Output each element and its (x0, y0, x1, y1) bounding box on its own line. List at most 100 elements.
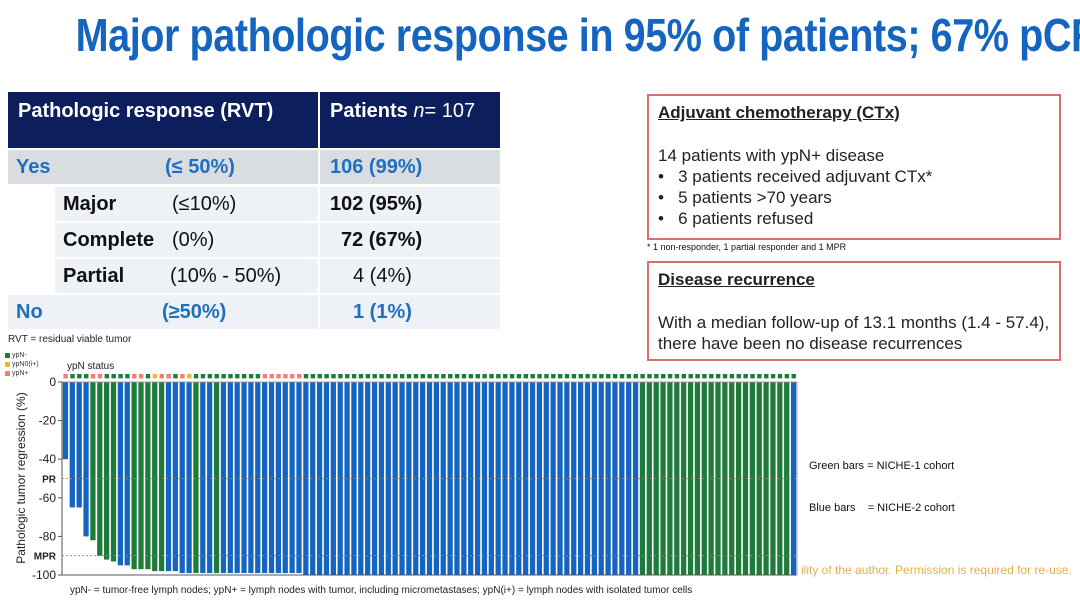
ypn-status-marker (537, 374, 542, 379)
ypn-status-marker (406, 374, 412, 379)
bar (124, 382, 130, 566)
ypn-status-marker (399, 374, 405, 379)
adjuvant-bullet: • 6 patients refused (658, 209, 814, 228)
bar (138, 382, 144, 570)
ypn-status-marker (200, 374, 206, 379)
ypn-status-marker (523, 374, 529, 379)
bar (90, 382, 96, 541)
row-complete-label: Complete (63, 228, 155, 251)
ypn-status-marker (544, 374, 549, 379)
ypn-status-marker (132, 374, 137, 379)
row-yes-label: Yes (16, 155, 51, 178)
bar (337, 382, 343, 575)
ypn-status-marker (365, 374, 371, 379)
bar (598, 382, 604, 575)
row-partial-label: Partial (63, 264, 125, 287)
ypn-status-marker (255, 374, 261, 379)
ypn-status-marker (193, 374, 199, 379)
ypn-status-marker (461, 374, 467, 379)
ypn-status-marker (393, 374, 398, 379)
ypn-status-marker (764, 374, 769, 379)
bar (296, 382, 302, 574)
row-no-value: 1 (1%) (353, 300, 412, 323)
row-partial-value: 4 (4%) (353, 264, 412, 287)
ypn-status-marker (750, 374, 755, 379)
adjuvant-bullet-text: 5 patients >70 years (678, 188, 832, 207)
ypn-status-marker (667, 374, 673, 379)
ypn-status-marker (791, 374, 796, 379)
bar (69, 382, 75, 508)
ypn-status-marker (180, 374, 185, 379)
ypn-status-marker (722, 374, 728, 379)
ypn-status-marker (90, 374, 96, 379)
ypn-status-marker (420, 374, 425, 379)
y-tick-label: 0 (49, 375, 56, 389)
ypn-status-marker (125, 374, 130, 379)
ypn-status-marker (654, 374, 659, 379)
ypn-status-marker (235, 374, 240, 379)
ypn-status-marker (688, 374, 693, 379)
bar (577, 382, 584, 575)
bar (385, 382, 391, 575)
bar (76, 382, 82, 508)
ypn-status-marker (173, 374, 178, 379)
ypn-status-marker (214, 374, 219, 379)
bar (523, 382, 529, 575)
bar (619, 382, 625, 575)
ypn-status-marker (324, 374, 329, 379)
ypn-status-marker (63, 374, 68, 379)
bar (378, 382, 385, 575)
ypn-status-marker (84, 374, 89, 379)
ypn-status-marker (441, 374, 446, 379)
ypn-status-marker (207, 374, 213, 379)
patients-count: = 107 (424, 100, 476, 122)
ypn-status-marker (661, 374, 666, 379)
ypn-status-marker (729, 374, 735, 379)
ypn-status-marker (784, 374, 790, 379)
adjuvant-bullet: • 3 patients received adjuvant CTx* (658, 167, 933, 186)
ypn-status-marker (578, 374, 583, 379)
row-complete-value: 72 (67%) (341, 228, 423, 251)
bar (605, 382, 611, 575)
bar (275, 382, 282, 574)
bar (426, 382, 433, 575)
y-tick-label: -80 (39, 529, 57, 543)
bar (529, 382, 536, 575)
ypn-status-marker (269, 374, 274, 379)
ypn-status-marker (248, 374, 254, 379)
bar (646, 382, 652, 575)
ypn-status-marker (413, 374, 419, 379)
bar (282, 382, 288, 574)
row-complete-range: (0%) (172, 228, 215, 251)
status-swatch-icon (5, 352, 10, 358)
row-major-value: 102 (95%) (330, 192, 423, 215)
bar (227, 382, 233, 574)
ypn-status-marker (585, 374, 590, 379)
row-major-range: (≤10%) (172, 192, 237, 215)
ypn-status-marker (509, 374, 515, 379)
bar (742, 382, 749, 575)
bar (213, 382, 220, 574)
adjuvant-bullet-text: 6 patients refused (678, 209, 814, 228)
status-legend-label: ypN- (12, 352, 27, 359)
cohort-legend: Green bars = NICHE-1 cohort Blue bars = … (809, 431, 955, 529)
ypn-status-marker (276, 374, 281, 379)
adjuvant-footnote: * 1 non-responder, 1 partial responder a… (647, 242, 847, 252)
recurrence-box: Disease recurrence With a median follow-… (647, 261, 1061, 361)
watermark-text: ility of the author. Permission is requi… (801, 563, 1072, 577)
ypn-status-marker (310, 374, 316, 379)
ypn-status-marker (262, 374, 268, 379)
bar (790, 382, 797, 575)
bar (186, 382, 192, 574)
bar (117, 382, 124, 566)
bar (770, 382, 776, 575)
y-axis-label: Pathologic tumor regression (%) (14, 392, 28, 564)
ypn-status-marker (345, 374, 350, 379)
ypn-status-marker (626, 374, 632, 379)
bar (674, 382, 680, 575)
row-no-range: (≥50%) (162, 300, 227, 323)
ypn-status-marker (379, 374, 384, 379)
reference-line-label: PR (42, 475, 57, 486)
bar (172, 382, 178, 572)
